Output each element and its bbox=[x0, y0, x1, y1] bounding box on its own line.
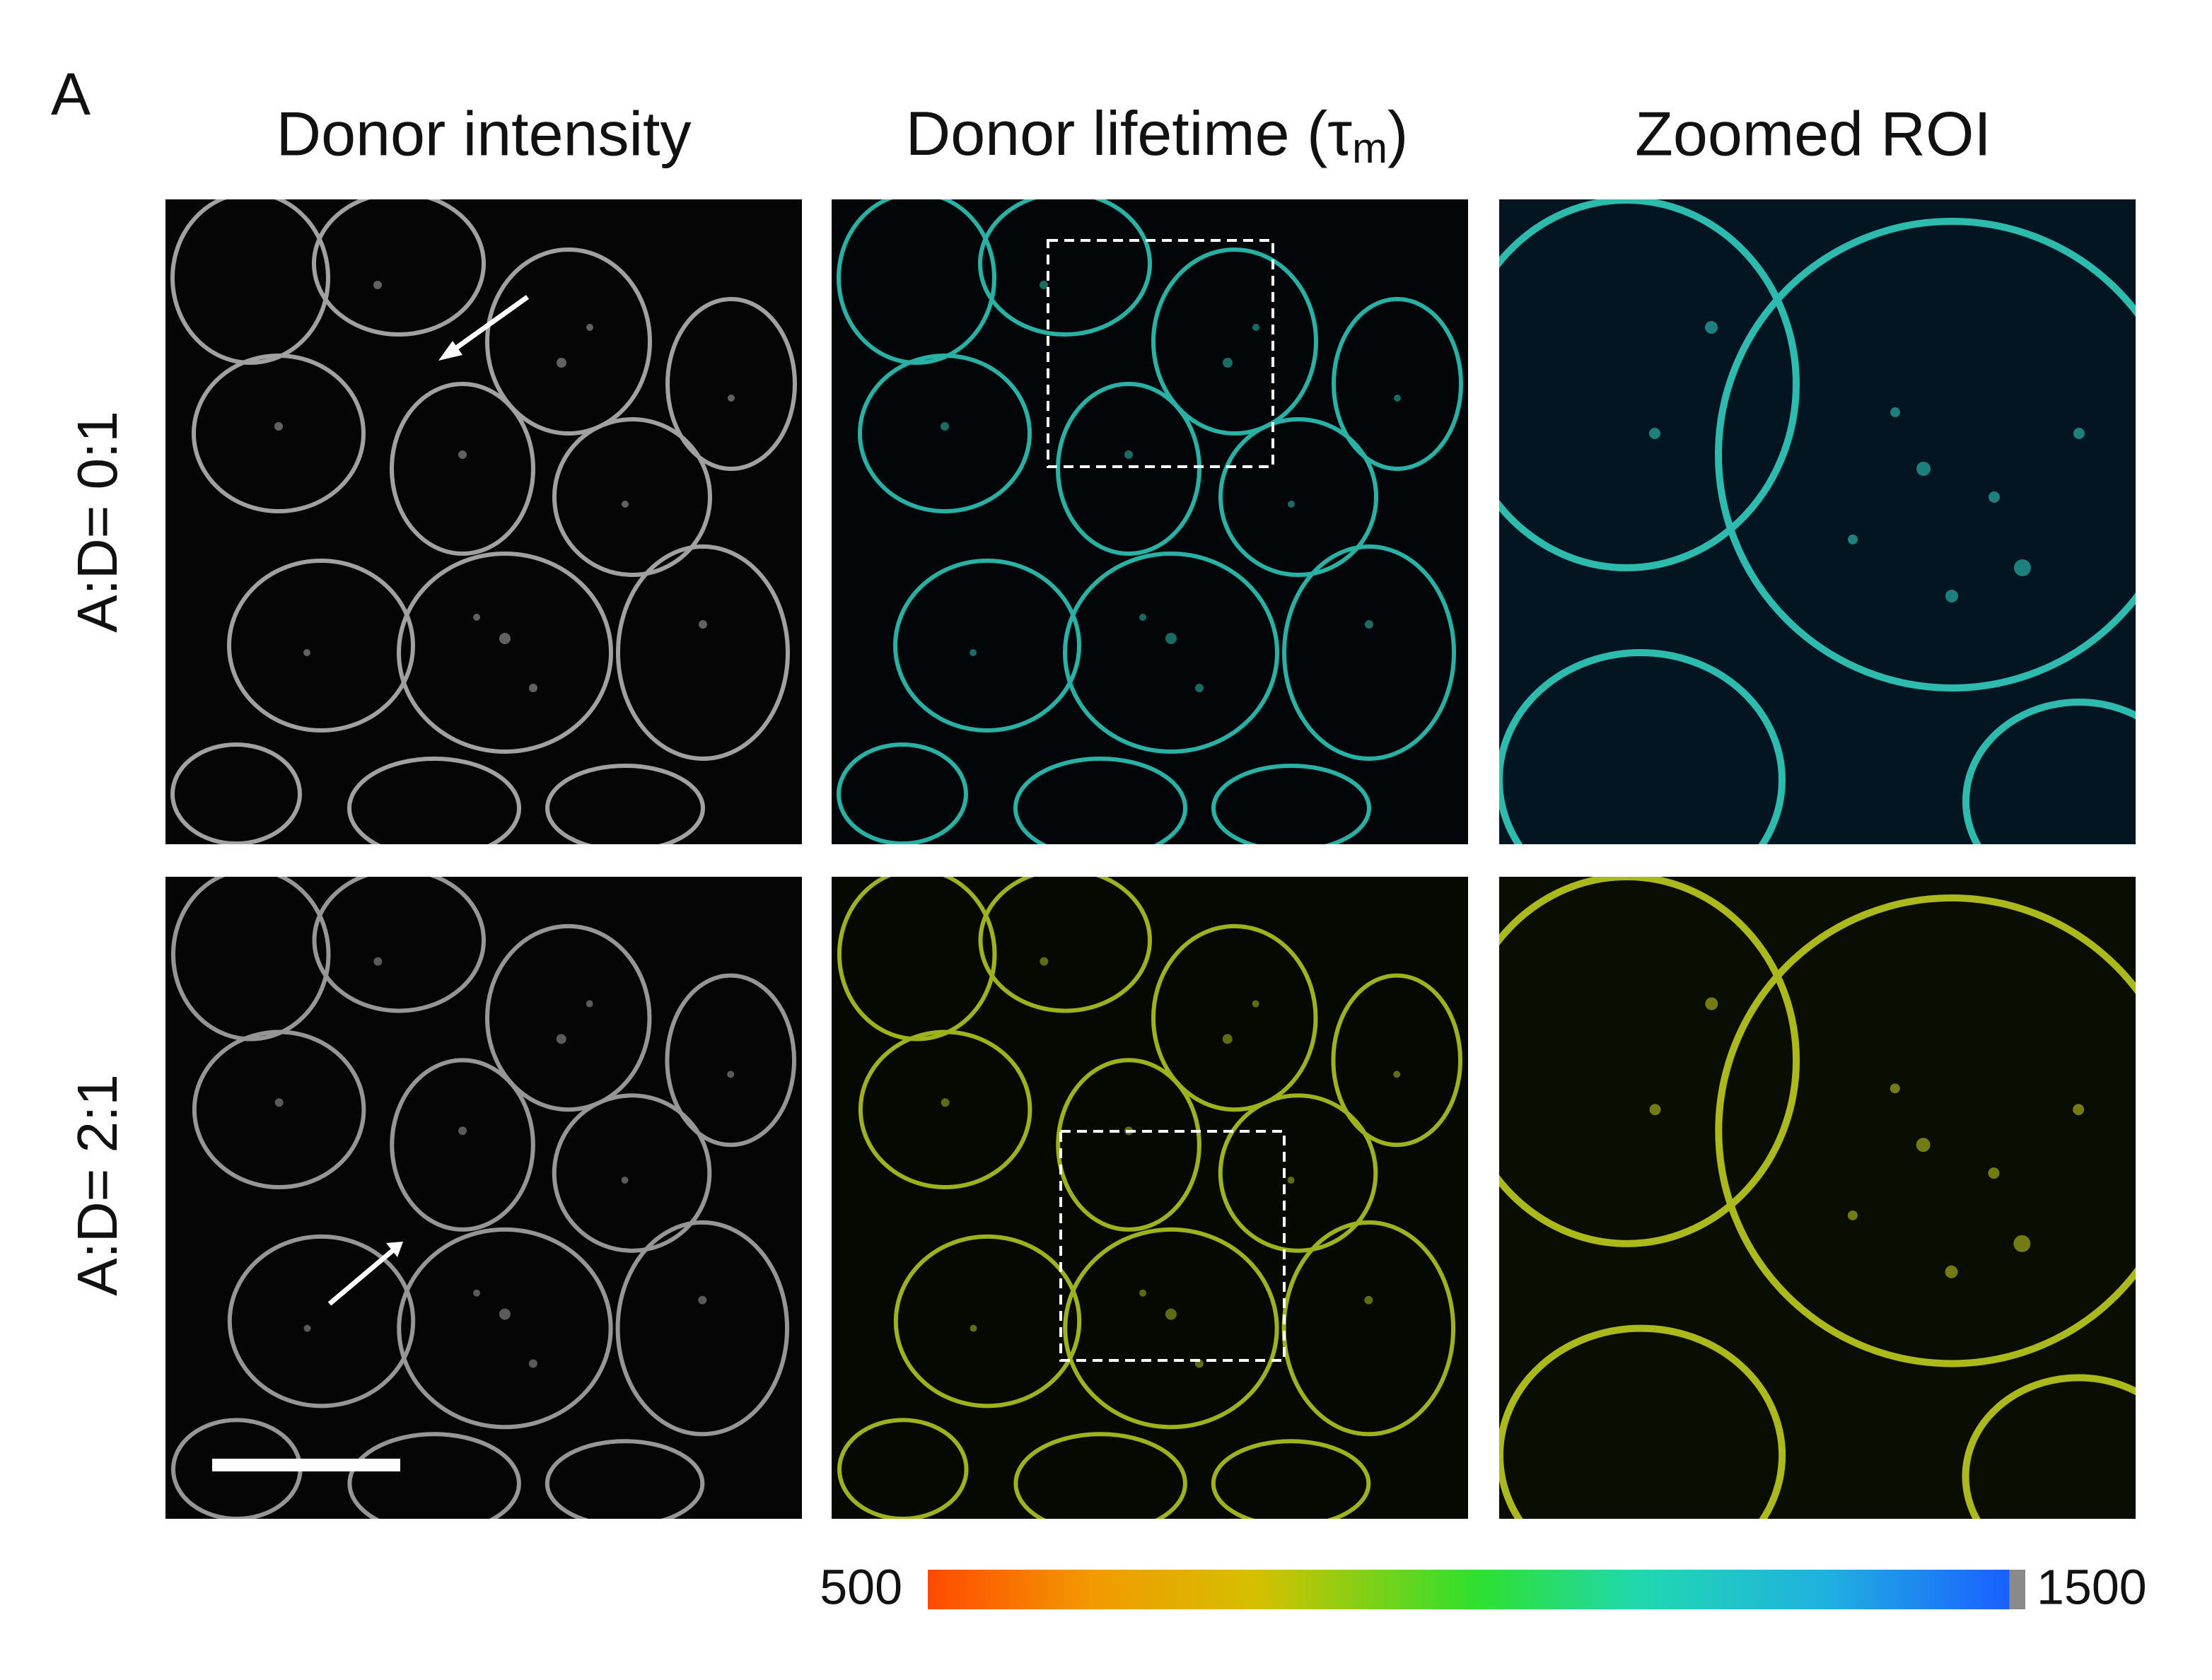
column-title: Zoomed ROI bbox=[1635, 98, 1991, 168]
column-title: Donor intensity bbox=[276, 98, 692, 168]
row-label: A:D= 2:1 bbox=[66, 1074, 129, 1296]
image-panel bbox=[1499, 199, 2136, 844]
image-panel bbox=[832, 877, 1468, 1519]
image-panel bbox=[1499, 877, 2136, 1519]
column-title-end: ) bbox=[1387, 98, 1408, 168]
image-panel bbox=[165, 877, 802, 1519]
colorbar-max: 1500 bbox=[2037, 1559, 2147, 1614]
column-title: Donor lifetime (τm) bbox=[906, 98, 1409, 172]
panel-label: A bbox=[51, 61, 91, 127]
image-panel bbox=[832, 199, 1468, 844]
row-label: A:D= 0:1 bbox=[66, 411, 129, 633]
column-title-subscript: m bbox=[1352, 124, 1387, 172]
colorbar bbox=[928, 1570, 2025, 1609]
image-panel bbox=[165, 199, 802, 844]
column-title-main: Donor lifetime (τ bbox=[906, 98, 1353, 168]
colorbar-min: 500 bbox=[820, 1559, 902, 1614]
